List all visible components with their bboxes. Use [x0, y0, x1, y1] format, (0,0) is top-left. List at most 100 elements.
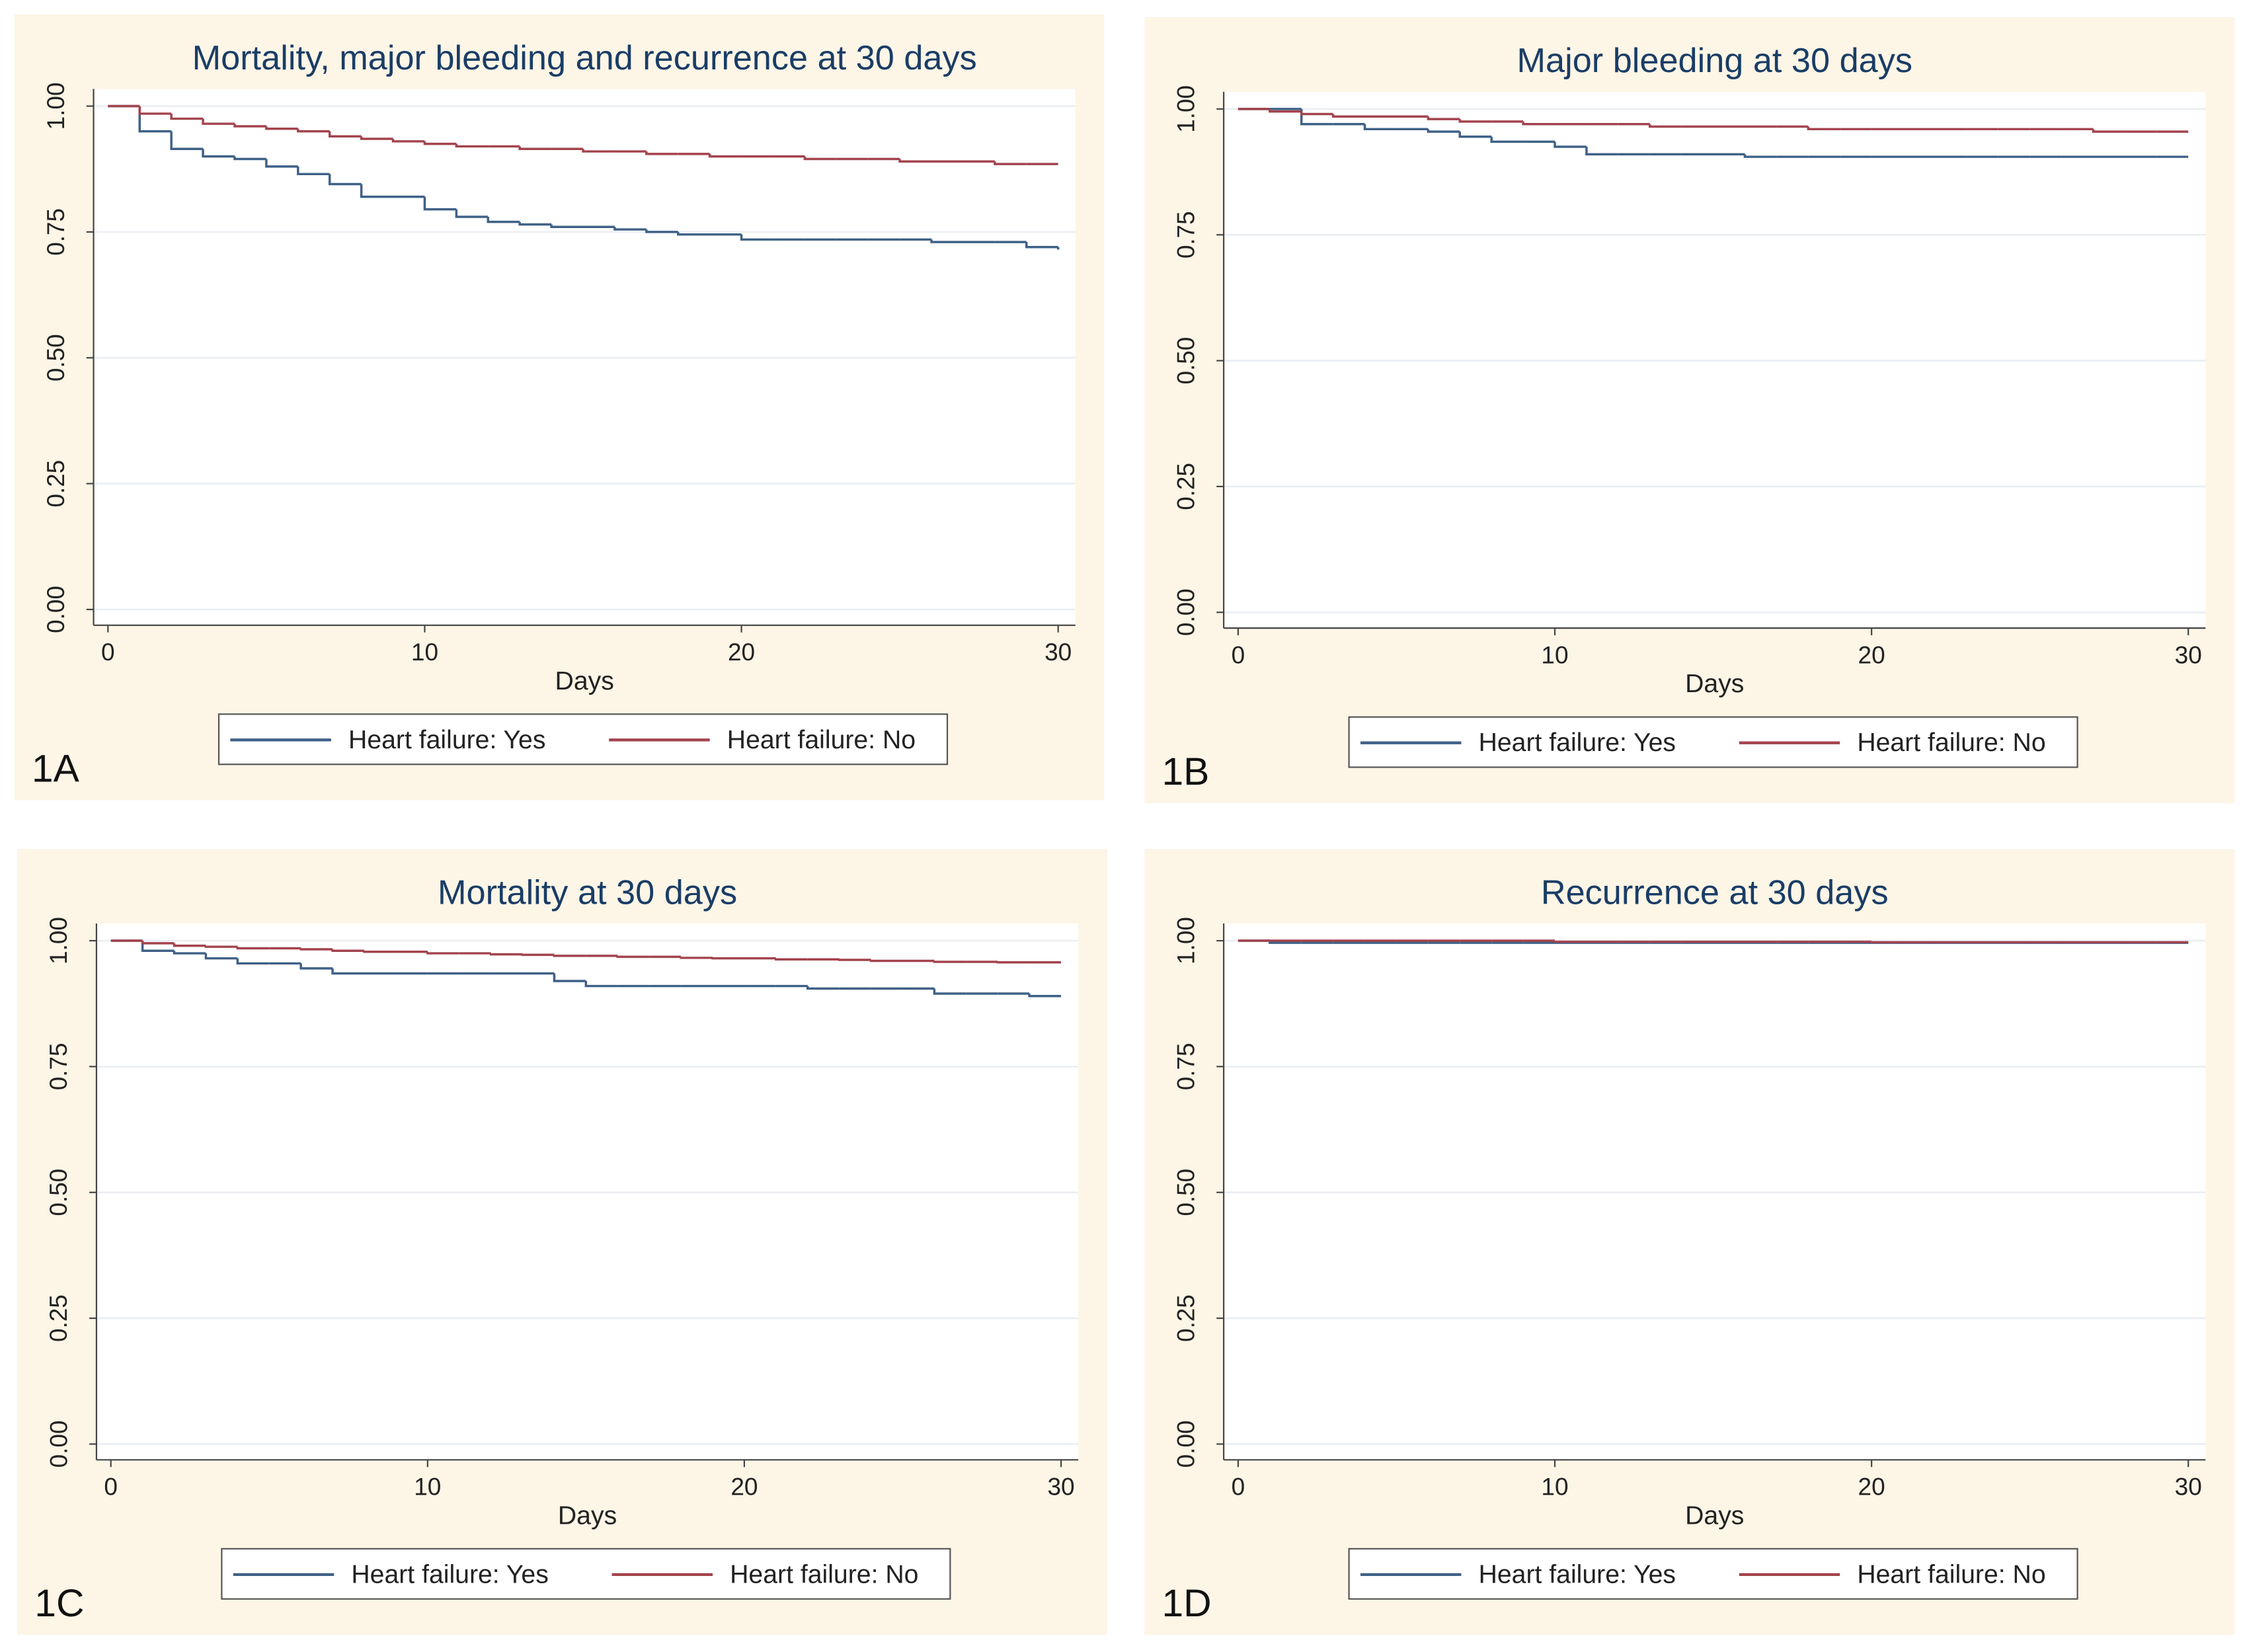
survival-step — [297, 166, 330, 176]
y-tick-label: 0.25 — [45, 1294, 72, 1342]
x-tick-label: 30 — [1044, 639, 1072, 666]
survival-step — [489, 953, 523, 956]
survival-step — [1554, 940, 1587, 943]
survival-step — [869, 959, 903, 963]
panel: Major bleeding at 30 days 0.00 0.25 0.50 0.7… — [1144, 17, 2234, 803]
legend-label: Heart failure: Yes — [1479, 1560, 1676, 1589]
x-tick-label: 20 — [730, 1474, 758, 1501]
survival-step — [173, 943, 206, 947]
y-tick-label: 0.00 — [45, 1421, 72, 1468]
survival-step — [487, 217, 520, 223]
survival-step — [328, 174, 362, 186]
survival-step — [331, 949, 364, 953]
survival-step — [803, 156, 837, 161]
survival-step — [1585, 146, 1618, 156]
y-tick-label: 0.75 — [1172, 211, 1199, 258]
x-tick-label: 10 — [1541, 1474, 1568, 1501]
survival-step — [994, 161, 1027, 165]
x-tick-label: 20 — [1858, 1474, 1885, 1501]
x-tick-label: 0 — [1232, 641, 1245, 668]
survival-step — [613, 227, 647, 231]
y-tick-label: 0.50 — [1172, 1169, 1199, 1216]
survival-step — [553, 973, 586, 982]
chart-title: Mortality, major bleeding and recurrence… — [192, 39, 977, 77]
x-tick-label: 10 — [414, 1474, 441, 1501]
survival-step — [838, 959, 871, 961]
panel-label: 1C — [34, 1582, 84, 1625]
survival-step — [550, 224, 584, 229]
survival-step — [1028, 993, 1062, 998]
y-tick-label: 0.75 — [45, 1043, 72, 1091]
survival-step — [138, 106, 172, 115]
survival-step — [930, 239, 963, 243]
survival-step — [423, 196, 457, 211]
survival-step — [1554, 141, 1587, 148]
legend — [1348, 1548, 2078, 1600]
x-tick-label: 10 — [1541, 641, 1568, 668]
survival-step — [1807, 126, 1840, 131]
x-tick-label: 0 — [101, 639, 115, 666]
legend — [217, 713, 949, 766]
panel-label: 1D — [1161, 1582, 1211, 1625]
survival-step — [391, 139, 425, 143]
legend — [1348, 716, 2078, 768]
x-tick-label: 20 — [728, 639, 755, 666]
legend-label: Heart failure: Yes — [348, 726, 545, 754]
survival-step — [1743, 154, 1777, 158]
survival-step — [1269, 108, 1302, 113]
survival-step — [775, 958, 808, 961]
survival-step — [331, 968, 364, 975]
survival-step — [1427, 116, 1460, 120]
x-tick-label: 30 — [2175, 641, 2202, 668]
y-tick-label: 0.25 — [1172, 463, 1199, 510]
panel-label: 1A — [32, 748, 80, 791]
panel-label: 1B — [1161, 750, 1209, 793]
legend-label: Heart failure: Yes — [351, 1560, 548, 1589]
survival-step — [1363, 124, 1397, 131]
survival-step — [1331, 114, 1365, 118]
y-tick-label: 0.25 — [42, 460, 69, 508]
x-tick-label: 20 — [1858, 641, 1885, 668]
survival-step — [170, 113, 204, 120]
survival-step — [233, 156, 266, 161]
survival-step — [265, 159, 298, 168]
x-tick-label: 0 — [1232, 1474, 1245, 1501]
y-tick-label: 1.00 — [1172, 917, 1199, 964]
panel: Mortality, major bleeding and recurrence… — [14, 14, 1105, 801]
survival-step — [933, 988, 966, 995]
y-tick-label: 0.75 — [1172, 1043, 1199, 1091]
legend-label: Heart failure: No — [727, 726, 916, 754]
x-tick-label: 10 — [411, 639, 438, 666]
survival-step — [265, 126, 298, 130]
y-tick-label: 0.75 — [42, 208, 69, 256]
survival-step — [518, 146, 552, 150]
survival-step — [1458, 132, 1492, 138]
x-axis-label: Days — [555, 667, 614, 695]
survival-step — [426, 951, 459, 955]
survival-step — [645, 151, 678, 155]
survival-step — [518, 221, 552, 226]
survival-step — [898, 159, 932, 163]
survival-step — [297, 128, 330, 133]
x-axis-label: Days — [1685, 1501, 1744, 1530]
survival-step — [299, 948, 333, 951]
x-axis-label: Days — [558, 1501, 617, 1530]
survival-step — [233, 124, 266, 128]
legend-label: Heart failure: Yes — [1479, 728, 1676, 757]
legend — [221, 1548, 951, 1600]
survival-step — [170, 131, 204, 150]
survival-step — [204, 945, 238, 948]
legend-label: Heart failure: No — [1857, 728, 2045, 757]
survival-step — [1458, 119, 1492, 123]
survival-step — [740, 234, 773, 241]
survival-step — [553, 955, 586, 957]
survival-step — [202, 118, 235, 125]
survival-step — [584, 980, 618, 988]
survival-step — [360, 136, 393, 140]
x-axis-label: Days — [1685, 670, 1744, 698]
legend-label: Heart failure: No — [730, 1560, 918, 1589]
survival-step — [1025, 242, 1058, 249]
survival-step — [236, 947, 270, 950]
y-tick-label: 1.00 — [42, 83, 69, 130]
